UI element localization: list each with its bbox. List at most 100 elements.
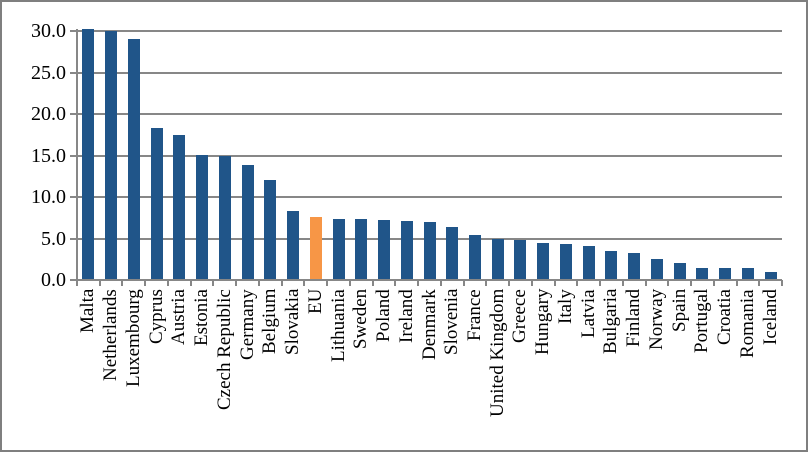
y-axis-label: 10.0 [31, 186, 66, 208]
x-tick [417, 280, 420, 286]
bar-croatia [719, 268, 732, 280]
x-label-ireland: Ireland [395, 289, 417, 343]
bar-belgium [264, 180, 277, 280]
x-tick [76, 280, 78, 286]
x-tick [98, 280, 101, 286]
y-axis-label: 20.0 [31, 103, 66, 125]
x-tick [121, 280, 124, 286]
x-tick [394, 280, 397, 286]
x-tick [781, 280, 783, 286]
x-label-norway: Norway [645, 289, 667, 351]
x-label-latvia: Latvia [577, 289, 599, 338]
x-tick [508, 280, 511, 286]
bar-sweden [355, 219, 368, 280]
y-tick [70, 279, 77, 281]
x-label-denmark: Denmark [418, 289, 440, 360]
bar-denmark [423, 221, 436, 280]
y-axis-label: 5.0 [41, 227, 66, 250]
x-tick [212, 280, 215, 286]
x-label-eu: EU [304, 289, 326, 315]
bar-italy [559, 244, 572, 280]
x-label-iceland: Iceland [759, 289, 781, 345]
x-tick [371, 280, 374, 286]
bar-netherlands [105, 31, 118, 280]
x-label-lithuania: Lithuania [327, 289, 349, 362]
gridline [77, 154, 782, 157]
x-tick [189, 280, 192, 286]
x-label-croatia: Croatia [714, 289, 736, 345]
x-tick [553, 280, 556, 286]
x-label-estonia: Estonia [191, 289, 213, 346]
x-label-hungary: Hungary [532, 289, 554, 356]
x-label-poland: Poland [373, 289, 395, 342]
x-tick [735, 280, 738, 286]
x-tick [667, 280, 670, 286]
bar-austria [173, 134, 186, 280]
x-label-belgium: Belgium [259, 289, 281, 355]
bar-bulgaria [605, 250, 618, 280]
x-tick [439, 280, 442, 286]
x-label-cyprus: Cyprus [145, 289, 167, 344]
x-label-france: France [463, 289, 485, 341]
bar-hungary [537, 243, 550, 280]
x-label-finland: Finland [623, 289, 645, 348]
bar-czech-republic [218, 155, 231, 280]
bar-luxembourg [127, 39, 140, 280]
x-label-bulgaria: Bulgaria [600, 289, 622, 355]
y-axis-label: 25.0 [31, 61, 66, 84]
x-tick [326, 280, 329, 286]
y-axis-label: 15.0 [31, 144, 66, 167]
bar-germany [241, 165, 254, 280]
y-axis-line [76, 29, 78, 281]
bar-lithuania [332, 218, 345, 280]
x-tick [599, 280, 602, 286]
y-tick [70, 154, 77, 157]
x-label-austria: Austria [168, 289, 190, 345]
x-axis-line [77, 279, 782, 281]
bar-estonia [196, 154, 209, 280]
x-tick [530, 280, 533, 286]
y-tick [70, 237, 77, 240]
y-tick [70, 196, 77, 198]
y-tick [70, 30, 77, 32]
x-tick [576, 280, 579, 286]
x-tick [144, 280, 147, 286]
x-tick [257, 280, 260, 286]
y-axis-label: 0.0 [41, 269, 66, 291]
x-tick [462, 280, 465, 286]
bar-united-kingdom [491, 238, 504, 280]
bar-romania [741, 268, 754, 280]
bar-slovenia [446, 226, 459, 280]
x-label-malta: Malta [77, 289, 99, 334]
x-label-slovenia: Slovenia [441, 289, 463, 356]
bar-iceland [764, 271, 777, 280]
x-tick [758, 280, 761, 286]
gridline [77, 71, 782, 74]
gridline [77, 30, 782, 32]
bar-slovakia [287, 211, 300, 280]
x-tick [644, 280, 647, 286]
x-tick [303, 280, 306, 286]
x-label-greece: Greece [509, 289, 531, 343]
x-label-spain: Spain [668, 289, 690, 333]
bar-france [468, 235, 481, 280]
x-label-portugal: Portugal [691, 289, 713, 354]
x-label-netherlands: Netherlands [100, 289, 122, 381]
bar-greece [514, 240, 527, 280]
x-label-luxembourg: Luxembourg [122, 289, 144, 387]
x-tick [690, 280, 693, 286]
x-label-united-kingdom: United Kingdom [486, 289, 508, 418]
x-tick [621, 280, 624, 286]
x-label-romania: Romania [736, 289, 758, 358]
x-tick [280, 280, 283, 286]
y-tick [70, 71, 77, 74]
x-label-sweden: Sweden [350, 289, 372, 350]
x-label-germany: Germany [236, 289, 258, 360]
x-tick [235, 280, 238, 286]
bar-poland [378, 220, 391, 280]
x-label-slovakia: Slovakia [282, 289, 304, 356]
x-label-czech-republic: Czech Republic [213, 289, 235, 410]
x-tick [485, 280, 488, 286]
bar-cyprus [150, 128, 163, 280]
